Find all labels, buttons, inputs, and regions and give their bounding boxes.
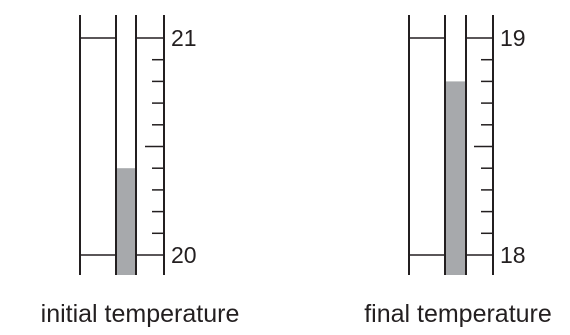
initial-top-label: 21 (171, 25, 197, 51)
final-bottom-label: 18 (500, 242, 526, 268)
initial-temperature-caption: initial temperature (40, 300, 240, 328)
final-liquid-column (445, 81, 466, 276)
final-top-label: 19 (500, 25, 526, 51)
initial-bottom-label: 20 (171, 242, 197, 268)
final-temperature-caption: final temperature (364, 300, 552, 328)
initial-thermometer: 21 20 (79, 15, 197, 275)
initial-liquid-column (116, 168, 136, 275)
